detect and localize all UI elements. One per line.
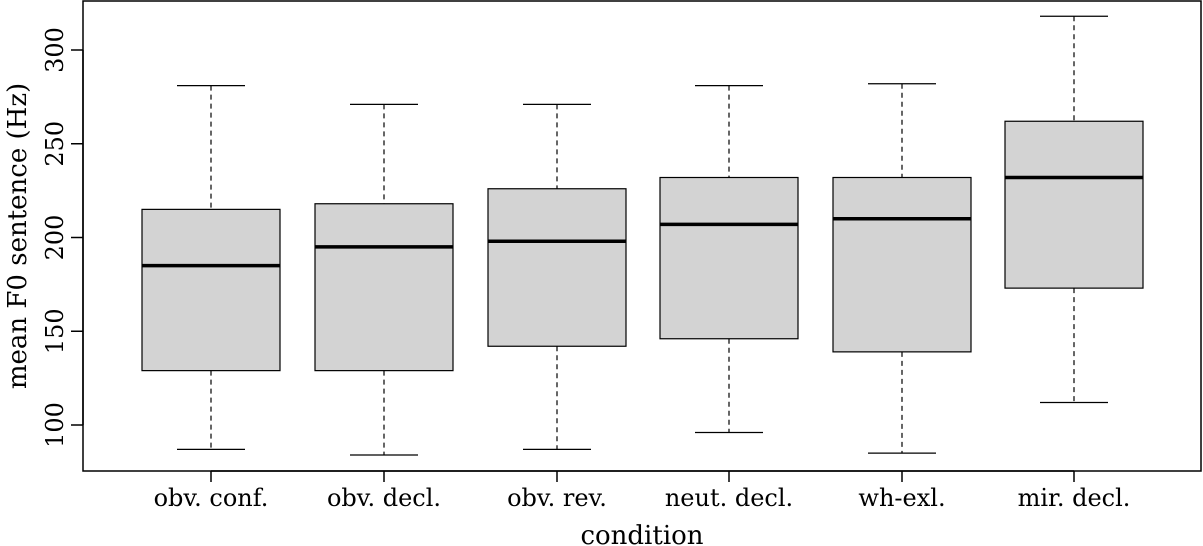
y-axis-title: mean F0 sentence (Hz) [3, 83, 33, 389]
y-tick-label: 150 [41, 308, 69, 354]
box-5 [832, 83, 972, 454]
x-tick-label: obv. conf. [154, 484, 269, 512]
iqr-box [141, 208, 281, 372]
iqr-box [314, 203, 454, 372]
y-tick-label: 300 [41, 27, 69, 73]
box-4 [659, 85, 799, 434]
iqr-box [832, 176, 972, 353]
x-tick-label: mir. decl. [1018, 484, 1131, 512]
y-tick-label: 250 [41, 121, 69, 167]
box-6 [1004, 15, 1144, 404]
x-tick-label: neut. decl. [665, 484, 793, 512]
iqr-box [1004, 120, 1144, 289]
x-axis-title: condition [580, 521, 703, 546]
box-3 [487, 103, 627, 450]
iqr-box [487, 188, 627, 347]
box-1 [141, 85, 281, 450]
x-tick-label: wh-exl. [858, 484, 945, 512]
y-tick-label: 100 [41, 402, 69, 448]
x-tick-label: obv. decl. [327, 484, 441, 512]
x-axis: obv. conf. obv. decl. obv. rev. neut. decl.… [154, 470, 1131, 512]
x-tick-label: obv. rev. [507, 484, 607, 512]
box-series [141, 15, 1144, 456]
y-tick-label: 200 [41, 215, 69, 261]
y-axis: 100 150 200 250 300 [41, 27, 84, 448]
iqr-box [659, 176, 799, 340]
box-2 [314, 103, 454, 456]
